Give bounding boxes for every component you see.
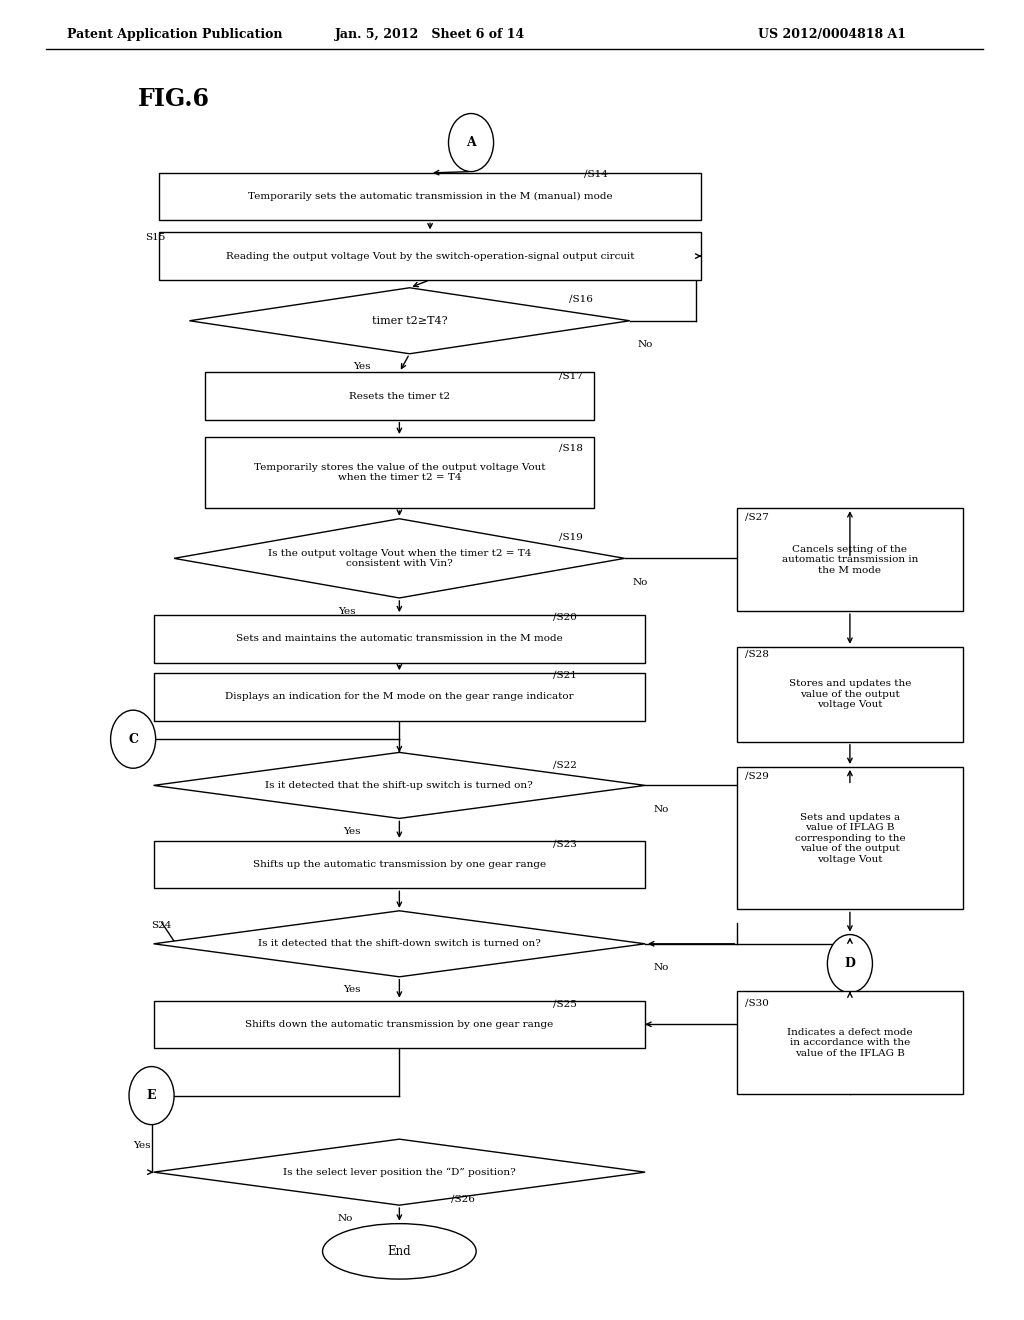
Text: Resets the timer t2: Resets the timer t2 xyxy=(349,392,450,400)
Text: Patent Application Publication: Patent Application Publication xyxy=(67,28,282,41)
Circle shape xyxy=(827,935,872,993)
Text: No: No xyxy=(633,578,648,586)
Polygon shape xyxy=(154,1139,645,1205)
Text: Displays an indication for the M mode on the gear range indicator: Displays an indication for the M mode on… xyxy=(225,693,573,701)
Text: ∕S25: ∕S25 xyxy=(553,1001,577,1008)
Text: ∕S16: ∕S16 xyxy=(569,296,593,304)
Text: Reading the output voltage Vout by the switch-operation-signal output circuit: Reading the output voltage Vout by the s… xyxy=(226,252,634,260)
FancyBboxPatch shape xyxy=(154,615,645,663)
Text: D: D xyxy=(845,957,855,970)
Text: ∕S27: ∕S27 xyxy=(745,513,769,521)
Text: FIG.6: FIG.6 xyxy=(138,87,210,111)
FancyBboxPatch shape xyxy=(159,232,701,280)
Polygon shape xyxy=(174,519,625,598)
Text: ∕S28: ∕S28 xyxy=(745,651,769,659)
Text: Temporarily sets the automatic transmission in the M (manual) mode: Temporarily sets the automatic transmiss… xyxy=(248,193,612,201)
Text: Temporarily stores the value of the output voltage Vout
when the timer t2 = T4: Temporarily stores the value of the outp… xyxy=(254,463,545,482)
Ellipse shape xyxy=(323,1224,476,1279)
Text: US 2012/0004818 A1: US 2012/0004818 A1 xyxy=(758,28,906,41)
Text: Yes: Yes xyxy=(343,986,360,994)
Text: ∕S19: ∕S19 xyxy=(559,533,583,541)
Circle shape xyxy=(111,710,156,768)
Text: Is it detected that the shift-down switch is turned on?: Is it detected that the shift-down switc… xyxy=(258,940,541,948)
Text: No: No xyxy=(638,341,653,348)
Text: Yes: Yes xyxy=(353,363,371,371)
Text: Indicates a defect mode
in accordance with the
value of the IFLAG B: Indicates a defect mode in accordance wi… xyxy=(787,1028,912,1057)
FancyBboxPatch shape xyxy=(154,841,645,888)
FancyBboxPatch shape xyxy=(154,1001,645,1048)
Text: Shifts down the automatic transmission by one gear range: Shifts down the automatic transmission b… xyxy=(245,1020,554,1028)
FancyBboxPatch shape xyxy=(737,647,963,742)
Text: Is the select lever position the “D” position?: Is the select lever position the “D” pos… xyxy=(283,1167,516,1177)
Text: ∕S18: ∕S18 xyxy=(559,445,583,453)
Text: Sets and updates a
value of IFLAG B
corresponding to the
value of the output
vol: Sets and updates a value of IFLAG B corr… xyxy=(795,813,905,863)
FancyBboxPatch shape xyxy=(737,508,963,611)
FancyBboxPatch shape xyxy=(205,437,594,508)
Text: ∕S29: ∕S29 xyxy=(745,772,769,780)
Text: No: No xyxy=(653,964,669,972)
Text: S15: S15 xyxy=(145,234,166,242)
Text: Shifts up the automatic transmission by one gear range: Shifts up the automatic transmission by … xyxy=(253,861,546,869)
Polygon shape xyxy=(189,288,630,354)
Text: No: No xyxy=(338,1214,353,1222)
Text: Sets and maintains the automatic transmission in the M mode: Sets and maintains the automatic transmi… xyxy=(236,635,563,643)
Text: ∕S17: ∕S17 xyxy=(559,372,583,380)
Text: ∕S22: ∕S22 xyxy=(553,762,577,770)
Text: timer t2≥T4?: timer t2≥T4? xyxy=(372,315,447,326)
Text: E: E xyxy=(146,1089,157,1102)
FancyBboxPatch shape xyxy=(737,991,963,1094)
Text: No: No xyxy=(653,805,669,813)
FancyBboxPatch shape xyxy=(737,767,963,909)
Text: End: End xyxy=(387,1245,412,1258)
Text: ∕S23: ∕S23 xyxy=(553,841,577,849)
Text: Stores and updates the
value of the output
voltage Vout: Stores and updates the value of the outp… xyxy=(788,680,911,709)
Text: C: C xyxy=(128,733,138,746)
Polygon shape xyxy=(154,752,645,818)
Text: Yes: Yes xyxy=(343,828,360,836)
Text: ∕S26: ∕S26 xyxy=(451,1196,474,1204)
Text: ∕S14: ∕S14 xyxy=(584,170,607,178)
Circle shape xyxy=(129,1067,174,1125)
Circle shape xyxy=(449,114,494,172)
Text: ∕S30: ∕S30 xyxy=(745,999,769,1007)
Text: Is the output voltage Vout when the timer t2 = T4
consistent with Vin?: Is the output voltage Vout when the time… xyxy=(267,549,531,568)
Text: A: A xyxy=(466,136,476,149)
FancyBboxPatch shape xyxy=(159,173,701,220)
Text: Jan. 5, 2012   Sheet 6 of 14: Jan. 5, 2012 Sheet 6 of 14 xyxy=(335,28,525,41)
Text: Cancels setting of the
automatic transmission in
the M mode: Cancels setting of the automatic transmi… xyxy=(781,545,919,574)
FancyBboxPatch shape xyxy=(205,372,594,420)
Text: ∕S20: ∕S20 xyxy=(553,614,577,622)
Text: Is it detected that the shift-up switch is turned on?: Is it detected that the shift-up switch … xyxy=(265,781,534,789)
Polygon shape xyxy=(154,911,645,977)
Text: S24: S24 xyxy=(152,921,172,929)
Text: Yes: Yes xyxy=(133,1142,151,1150)
Text: ∕S21: ∕S21 xyxy=(553,672,577,680)
Text: Yes: Yes xyxy=(338,607,355,615)
FancyBboxPatch shape xyxy=(154,673,645,721)
